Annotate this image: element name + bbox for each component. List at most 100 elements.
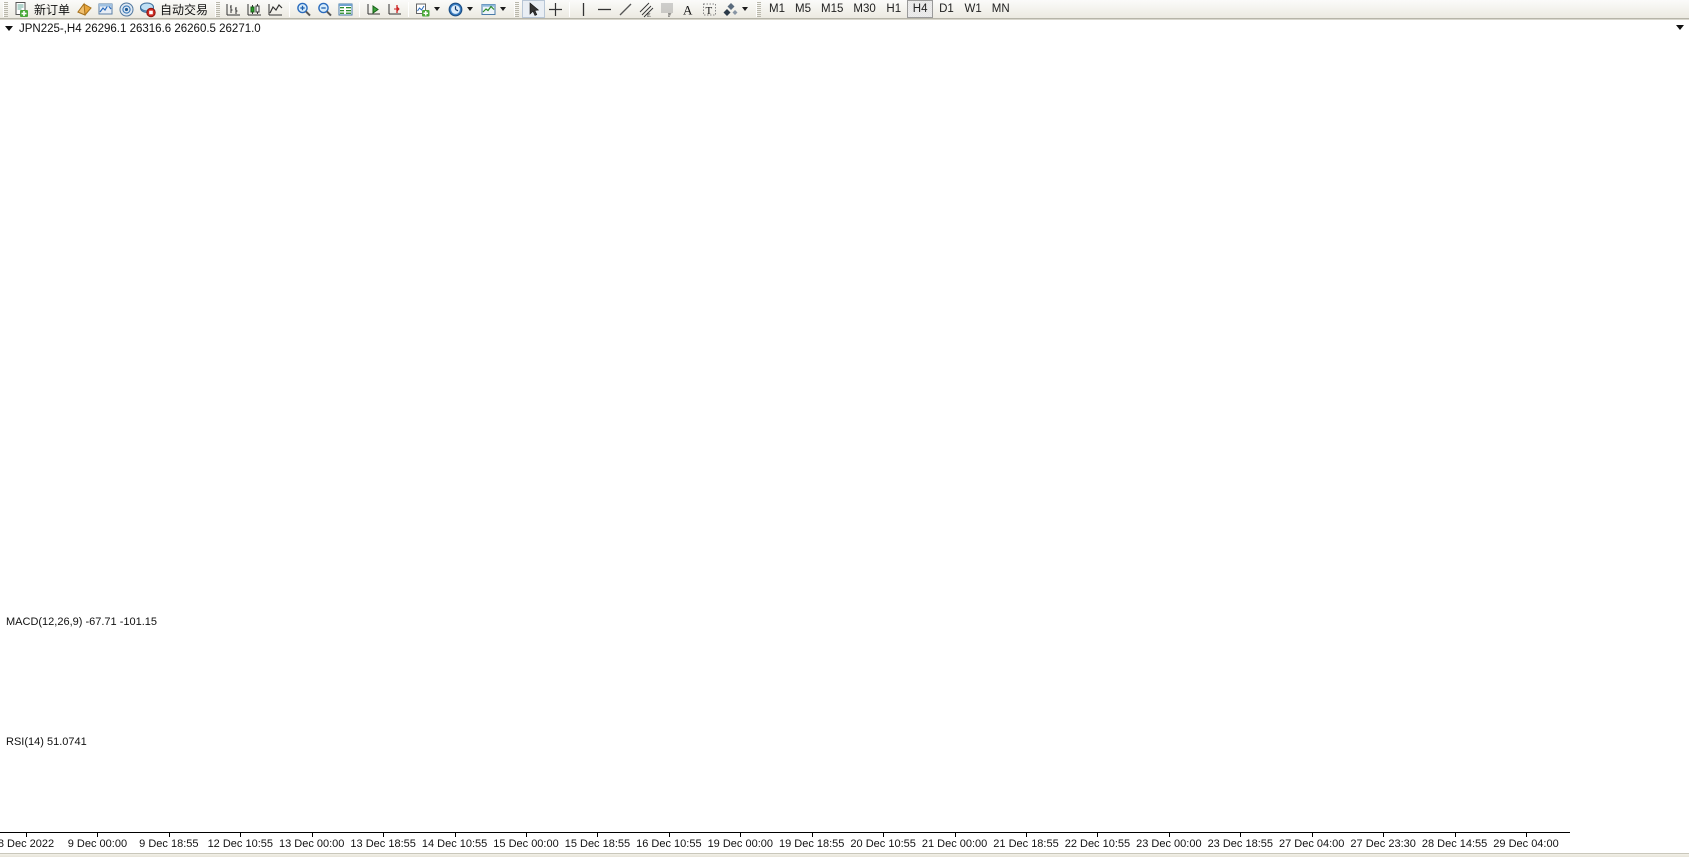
time-tick-label: 13 Dec 00:00 bbox=[278, 838, 345, 850]
time-tick bbox=[1526, 833, 1527, 837]
indicators-icon bbox=[416, 3, 430, 16]
toolbar-separator-2 bbox=[359, 1, 361, 17]
label-button[interactable]: T bbox=[699, 1, 720, 18]
time-tick bbox=[168, 833, 170, 837]
timeframe-d1[interactable]: D1 bbox=[939, 3, 954, 15]
svg-text:A: A bbox=[683, 2, 693, 17]
time-tick-label: 8 Dec 2022 bbox=[0, 838, 55, 850]
auto-scroll-icon bbox=[367, 3, 381, 14]
time-tick bbox=[383, 833, 385, 837]
hline-button[interactable] bbox=[594, 1, 615, 18]
chart-window[interactable]: JPN225-,H4 26296.1 26316.6 26260.5 26271… bbox=[0, 19, 1689, 857]
timeframe-mn[interactable]: MN bbox=[991, 3, 1010, 15]
autotrading-button[interactable]: 自动交易 bbox=[137, 1, 212, 18]
time-tick-label: 20 Dec 10:55 bbox=[850, 838, 916, 850]
zoom-in-button[interactable] bbox=[293, 1, 314, 18]
period-dropdown-caret[interactable] bbox=[467, 7, 474, 11]
metaeditor-button[interactable] bbox=[74, 1, 95, 18]
clock-icon bbox=[448, 2, 463, 16]
timeframe-m1[interactable]: M1 bbox=[769, 3, 786, 15]
timeframe-h1[interactable]: H1 bbox=[886, 3, 902, 15]
time-tick bbox=[97, 833, 99, 837]
toolbar-separator-1 bbox=[289, 1, 291, 17]
time-tick bbox=[1026, 833, 1027, 837]
time-tick-label: 21 Dec 00:00 bbox=[921, 838, 988, 850]
chart-title: JPN225-,H4 26296.1 26316.6 26260.5 26271… bbox=[19, 22, 261, 35]
toolbar-grip-3[interactable] bbox=[514, 1, 520, 17]
time-tick-label: 22 Dec 10:55 bbox=[1064, 838, 1131, 850]
time-tick bbox=[454, 833, 456, 837]
fibo-button[interactable]: F bbox=[657, 1, 678, 18]
toolbar-separator-4 bbox=[569, 1, 571, 17]
line-chart-button[interactable] bbox=[265, 1, 286, 18]
time-tick-label: 9 Dec 18:55 bbox=[139, 838, 199, 850]
timeframe-group: M1 M5 M15 M30 H1 H4 D1 W1 MN bbox=[764, 0, 1015, 18]
terminal-icon bbox=[98, 3, 113, 14]
templates-dropdown-caret[interactable] bbox=[500, 7, 507, 11]
text-icon: A bbox=[683, 2, 693, 17]
objects-dropdown-caret[interactable] bbox=[742, 7, 749, 11]
macd-label: MACD(12,26,9) -67.71 -101.15 bbox=[4, 616, 160, 628]
terminal-button[interactable] bbox=[95, 1, 116, 18]
time-tick bbox=[1168, 833, 1170, 837]
time-tick-label: 23 Dec 18:55 bbox=[1207, 838, 1273, 850]
time-tick-label: 15 Dec 18:55 bbox=[564, 838, 631, 850]
timeframe-h4[interactable]: H4 bbox=[906, 0, 934, 18]
time-tick-label: 27 Dec 23:30 bbox=[1350, 838, 1416, 850]
vline-icon bbox=[582, 2, 585, 16]
timeframe-m5[interactable]: M5 bbox=[795, 3, 812, 15]
templates-button[interactable] bbox=[478, 1, 511, 18]
minimize-chart-icon[interactable] bbox=[1676, 23, 1685, 32]
bar-chart-button[interactable] bbox=[223, 1, 244, 18]
data-window-button[interactable] bbox=[335, 1, 356, 18]
objects-button[interactable] bbox=[720, 1, 753, 18]
crosshair-icon bbox=[549, 2, 563, 16]
timeframe-w1[interactable]: W1 bbox=[964, 3, 982, 15]
text-button[interactable]: A bbox=[678, 1, 699, 18]
candle-chart-button[interactable] bbox=[244, 1, 265, 18]
time-tick-label: 19 Dec 18:55 bbox=[778, 838, 845, 850]
fibo-icon: F bbox=[661, 3, 674, 18]
auto-scroll-button[interactable] bbox=[363, 1, 384, 18]
time-tick bbox=[1383, 833, 1385, 837]
vline-button[interactable] bbox=[573, 1, 594, 18]
zoom-out-button[interactable] bbox=[314, 1, 335, 18]
label-icon: T bbox=[703, 3, 717, 17]
data-window-icon bbox=[338, 3, 353, 15]
new-order-button[interactable]: 新订单 bbox=[11, 1, 74, 18]
time-tick-label: 12 Dec 10:55 bbox=[207, 838, 273, 850]
crosshair-button[interactable] bbox=[545, 1, 566, 18]
rsi-label: RSI(14) 51.0741 bbox=[4, 736, 89, 748]
trendline-button[interactable] bbox=[615, 1, 636, 18]
chart-shift-button[interactable] bbox=[384, 1, 405, 18]
time-tick bbox=[1454, 833, 1456, 837]
time-tick-label: 29 Dec 04:00 bbox=[1493, 838, 1559, 850]
signals-icon bbox=[119, 2, 134, 16]
toolbar-grip-2[interactable] bbox=[215, 1, 221, 17]
time-tick bbox=[526, 833, 527, 837]
time-tick-label: 28 Dec 14:55 bbox=[1421, 838, 1488, 850]
chart-menu-caret-icon[interactable] bbox=[5, 26, 13, 31]
line-chart-icon bbox=[268, 3, 283, 15]
time-tick-label: 15 Dec 00:00 bbox=[493, 838, 559, 850]
time-tick bbox=[597, 833, 599, 837]
toolbar-grip[interactable] bbox=[3, 1, 8, 17]
time-tick bbox=[26, 833, 27, 837]
toolbar-grip-4[interactable] bbox=[756, 1, 762, 17]
equidistant-channel-button[interactable]: E bbox=[636, 1, 657, 18]
new-order-icon bbox=[15, 1, 28, 17]
timeframe-m15[interactable]: M15 bbox=[821, 3, 844, 15]
objects-icon bbox=[723, 2, 738, 16]
zoom-out-icon bbox=[318, 2, 332, 16]
equidistant-channel-icon: E bbox=[639, 2, 654, 18]
period-button[interactable] bbox=[445, 1, 478, 18]
timeframe-m30[interactable]: M30 bbox=[853, 3, 876, 15]
svg-text:T: T bbox=[706, 5, 713, 17]
time-tick-label: 9 Dec 00:00 bbox=[67, 838, 128, 850]
signals-button[interactable] bbox=[116, 1, 137, 18]
time-tick bbox=[1097, 833, 1099, 837]
cursor-button[interactable] bbox=[522, 0, 546, 18]
indicators-dropdown-caret[interactable] bbox=[434, 7, 441, 11]
indicators-button[interactable] bbox=[412, 1, 445, 18]
time-scale[interactable]: 8 Dec 2022 9 Dec 00:00 9 Dec 18:55 12 Dec 1… bbox=[0, 832, 1570, 854]
